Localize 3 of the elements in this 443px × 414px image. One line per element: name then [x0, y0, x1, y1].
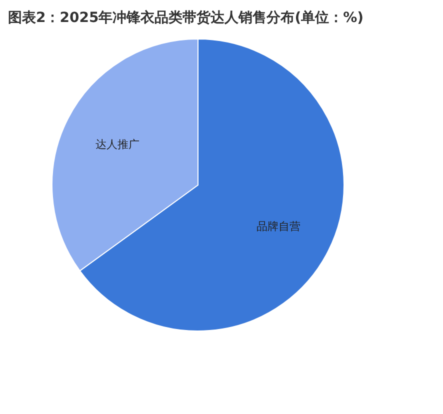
chart-title: 图表2：2025年冲锋衣品类带货达人销售分布(单位：%) [8, 9, 364, 26]
slice-label: 品牌自营 [256, 220, 301, 234]
slice-label: 达人推广 [95, 138, 140, 151]
